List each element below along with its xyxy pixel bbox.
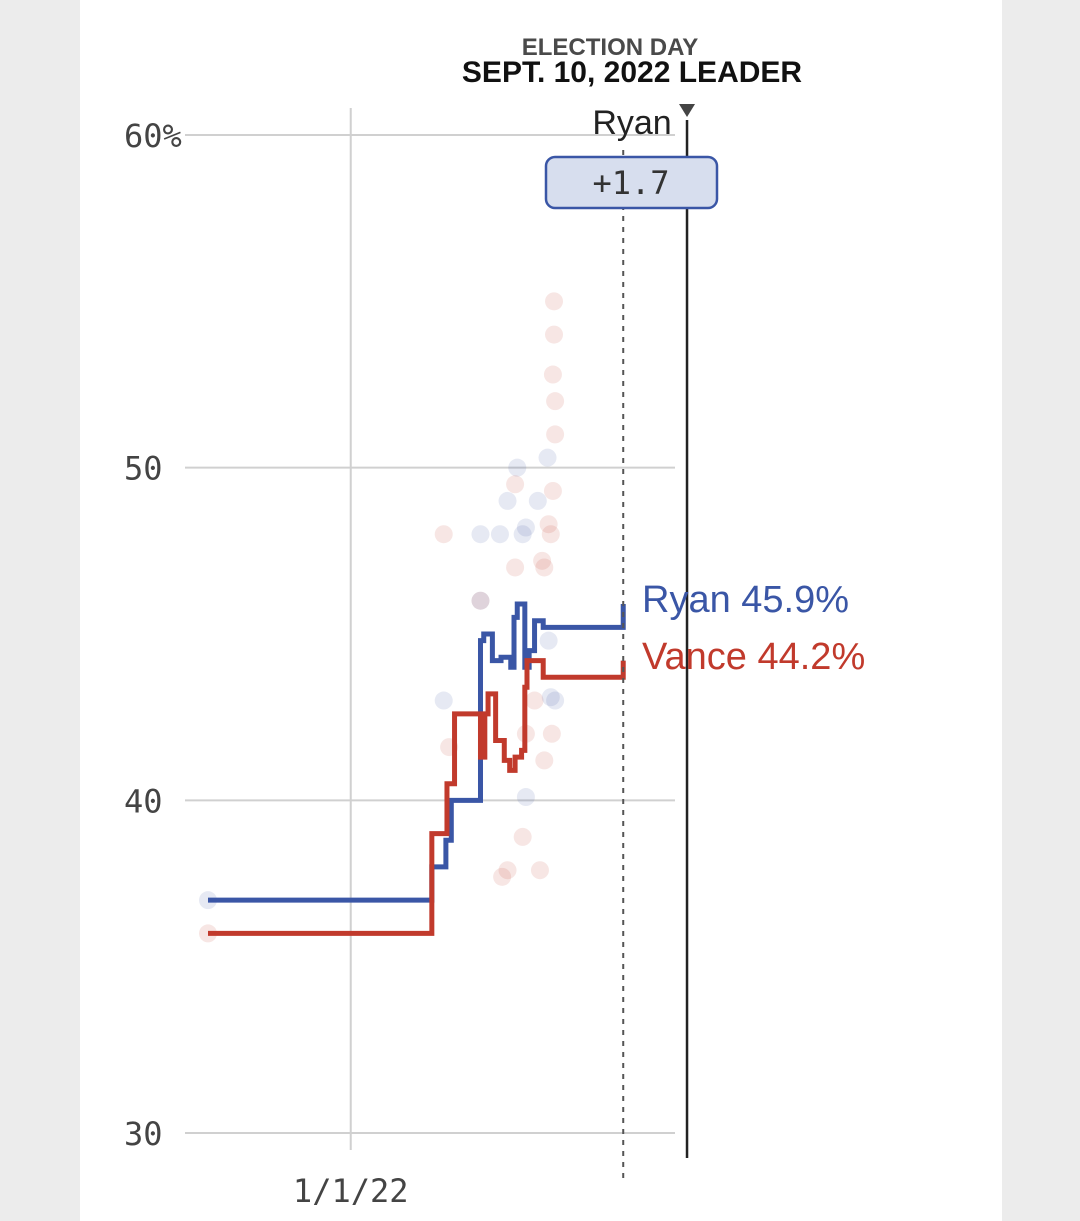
poll-dot — [542, 724, 561, 743]
ryan-end-label: Ryan 45.9% — [642, 579, 849, 621]
poll-dot — [506, 475, 525, 494]
poll-dot — [493, 867, 512, 886]
poll-dot — [528, 491, 547, 510]
vance-average-line — [208, 658, 626, 936]
y-tick-label: 30 — [124, 1115, 163, 1153]
poll-dot — [538, 448, 557, 467]
poll-dot — [498, 861, 517, 880]
y-axis-ticks: 60% 50 40 30 — [124, 117, 182, 1153]
leader-date-label: SEPT. 10, 2022 LEADER — [462, 56, 802, 89]
poll-dot — [541, 688, 560, 707]
poll-dot — [535, 558, 554, 577]
poll-dot — [543, 481, 562, 500]
election-day-label: ELECTION DAY — [522, 34, 698, 61]
poll-dot — [516, 518, 535, 537]
poll-dot — [533, 551, 552, 570]
poll-dot — [530, 861, 549, 880]
poll-dot — [546, 425, 565, 444]
leader-name: Ryan — [592, 104, 671, 142]
poll-dot — [513, 525, 532, 544]
poll-dot — [545, 325, 564, 344]
polling-average-chart: 60% 50 40 30 1/1/22 ELECTION DAY SEPT. 10, … — [124, 34, 865, 1210]
poll-dot — [539, 515, 558, 534]
chart-card: 60% 50 40 30 1/1/22 ELECTION DAY SEPT. 10, … — [80, 0, 1002, 1221]
poll-dot — [434, 691, 453, 710]
poll-dot — [545, 292, 564, 311]
poll-dot — [498, 491, 517, 510]
poll-dot — [516, 788, 535, 807]
poll-dot — [471, 591, 490, 610]
y-tick-label: 50 — [124, 450, 163, 488]
leader-margin-badge — [544, 155, 719, 210]
gridlines — [185, 108, 675, 1150]
poll-dot — [490, 525, 509, 544]
poll-dot — [546, 392, 565, 411]
poll-dot — [525, 691, 544, 710]
poll-dot — [506, 558, 525, 577]
vance-end-label: Vance 44.2% — [642, 636, 865, 678]
poll-dots — [199, 292, 565, 943]
ryan-average-line — [208, 601, 626, 903]
average-lines — [208, 601, 626, 936]
poll-dot — [513, 827, 532, 846]
y-tick-label: 40 — [124, 782, 163, 820]
poll-dot — [541, 525, 560, 544]
election-day-marker-icon — [679, 104, 696, 117]
poll-dot — [543, 365, 562, 384]
poll-dot — [508, 458, 527, 477]
poll-dot — [434, 525, 453, 544]
x-axis-ticks: 1/1/22 — [293, 1172, 409, 1210]
poll-dot — [546, 691, 565, 710]
y-tick-label: 60% — [124, 117, 182, 155]
poll-dot — [535, 751, 554, 770]
x-tick-label: 1/1/22 — [293, 1172, 409, 1210]
poll-dot — [539, 631, 558, 650]
poll-dot — [471, 525, 490, 544]
poll-dot — [471, 591, 490, 610]
leader-margin-value: +1.7 — [592, 164, 669, 202]
